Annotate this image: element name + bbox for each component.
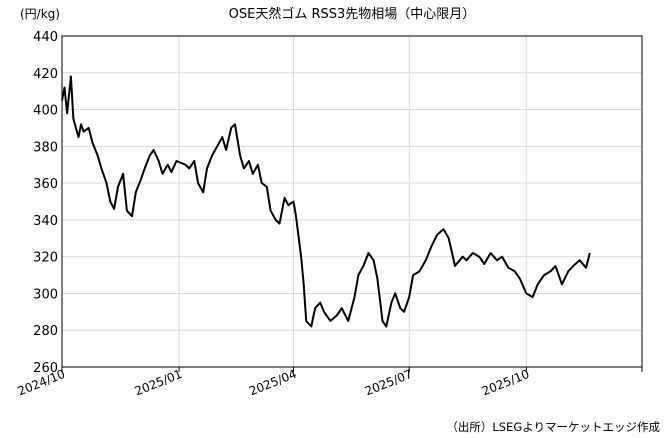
y-tick-labels: 260 280 300 320 340 360 380 400 420 440 — [33, 30, 58, 376]
series-layer — [61, 75, 591, 328]
y-tick-label: 300 — [33, 287, 58, 302]
y-tick-label: 320 — [33, 251, 58, 266]
y-tick-label: 400 — [33, 104, 58, 119]
price-series-line — [61, 75, 591, 328]
source-note: （出所）LSEGよりマーケットエッジ作成 — [446, 420, 660, 434]
y-tick-label: 280 — [33, 324, 58, 339]
x-tick-labels: 2024/10 2025/01 2025/04 2025/07 2025/10 — [16, 367, 532, 399]
chart-title: OSE天然ゴム RSS3先物相場（中心限月） — [229, 6, 476, 22]
x-tick-label: 2025/04 — [247, 367, 298, 399]
y-tick-label: 360 — [33, 177, 58, 192]
y-axis-unit-label: (円/kg) — [20, 7, 60, 21]
y-tick-label: 260 — [33, 361, 58, 376]
grid-layer — [61, 35, 643, 372]
plot-frame — [61, 35, 643, 368]
x-tick-label: 2025/07 — [363, 367, 414, 399]
y-tick-label: 420 — [33, 67, 58, 82]
y-tick-label: 380 — [33, 140, 58, 155]
y-tick-label: 440 — [33, 30, 58, 45]
x-tick-label: 2025/01 — [133, 367, 184, 399]
y-tick-label: 340 — [33, 214, 58, 229]
x-tick-label: 2025/10 — [480, 367, 531, 399]
